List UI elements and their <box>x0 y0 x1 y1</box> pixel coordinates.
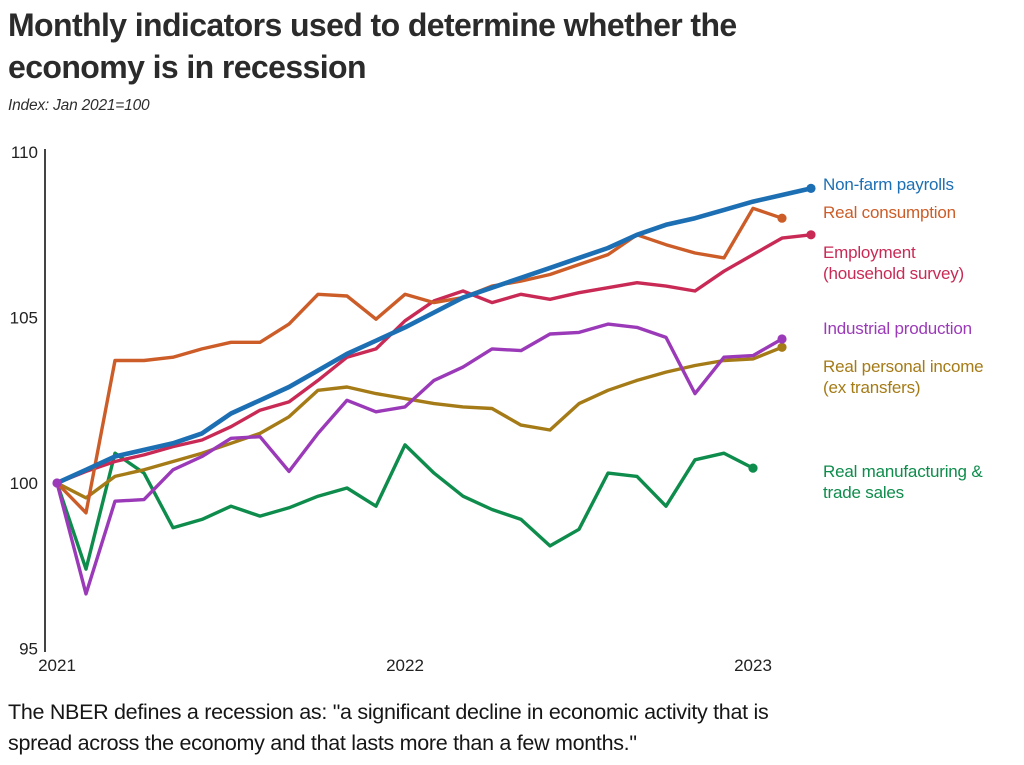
legend-label-line: (ex transfers) <box>823 378 921 397</box>
series-line-nonfarm <box>54 186 814 486</box>
y-tick-label: 105 <box>10 309 38 328</box>
footer-note-line2: spread across the economy and that lasts… <box>8 731 637 755</box>
x-tick-label: 2021 <box>38 656 76 675</box>
series-line-income <box>55 345 784 500</box>
chart-title: Monthly indicators used to determine whe… <box>8 4 958 88</box>
series-end-dot-nonfarm <box>806 183 816 193</box>
legend-label-line: Real personal income <box>823 357 984 376</box>
footer-note-line1: The NBER defines a recession as: "a sign… <box>8 700 769 724</box>
legend-label-line: Non-farm payrolls <box>823 175 954 194</box>
y-tick-label: 100 <box>10 474 38 493</box>
footer-note: The NBER defines a recession as: "a sign… <box>8 697 1013 759</box>
legend-label-line: Real consumption <box>823 203 956 222</box>
chart-title-line1: Monthly indicators used to determine whe… <box>8 7 737 43</box>
series-end-dot-manufacturing <box>748 463 758 473</box>
y-tick-label: 95 <box>19 640 38 659</box>
x-tick-label: 2023 <box>734 656 772 675</box>
chart-title-line2: economy is in recession <box>8 49 367 85</box>
series-end-dot-industrial <box>777 334 787 344</box>
index-note: Index: Jan 2021=100 <box>8 97 150 114</box>
legend-label-consumption: Real consumption <box>823 202 956 223</box>
legend-label-line: Employment <box>823 243 916 262</box>
legend-label-line: Real manufacturing & <box>823 462 983 481</box>
legend-label-industrial: Industrial production <box>823 318 972 339</box>
legend-label-line: Industrial production <box>823 319 972 338</box>
series-line-consumption <box>55 206 784 515</box>
series-end-dot-consumption <box>777 213 787 223</box>
legend-label-income: Real personal income (ex transfers) <box>823 356 984 398</box>
series-start-dot <box>52 478 62 488</box>
series-line-industrial <box>55 322 784 596</box>
legend-label-nonfarm: Non-farm payrolls <box>823 174 954 195</box>
series-end-dot-income <box>777 342 787 352</box>
series-end-dot-employment <box>806 230 816 240</box>
x-tick-label: 2022 <box>386 656 424 675</box>
legend-label-line: (household survey) <box>823 264 964 283</box>
legend-label-line: trade sales <box>823 483 904 502</box>
legend-label-employment: Employment (household survey) <box>823 242 964 284</box>
y-tick-label: 110 <box>11 143 38 162</box>
series-line-manufacturing <box>55 443 755 571</box>
legend-label-manufacturing: Real manufacturing & trade sales <box>823 461 983 503</box>
